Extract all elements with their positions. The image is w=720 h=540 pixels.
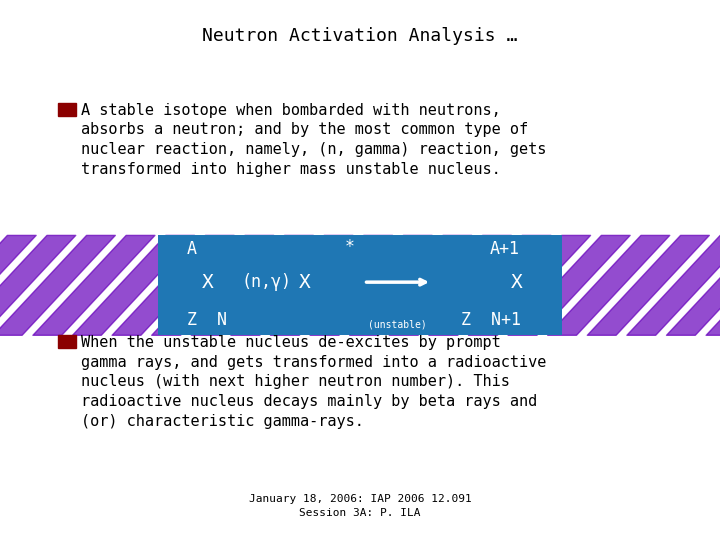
Text: When the unstable nucleus de-excites by prompt
gamma rays, and gets transformed : When the unstable nucleus de-excites by … <box>81 335 546 429</box>
Text: *: * <box>344 238 354 255</box>
FancyBboxPatch shape <box>158 235 562 335</box>
Text: A+1: A+1 <box>490 240 520 258</box>
Text: January 18, 2006: IAP 2006 12.091
Session 3A: P. ILA: January 18, 2006: IAP 2006 12.091 Sessio… <box>248 495 472 518</box>
Text: A stable isotope when bombarded with neutrons,
absorbs a neutron; and by the mos: A stable isotope when bombarded with neu… <box>81 103 546 177</box>
Text: X: X <box>202 273 213 292</box>
Text: Neutron Activation Analysis …: Neutron Activation Analysis … <box>202 27 518 45</box>
Text: Z  N: Z N <box>187 312 228 329</box>
Bar <box>58 103 76 116</box>
Bar <box>158 235 562 335</box>
Text: (n,γ): (n,γ) <box>241 273 291 291</box>
Text: Z  N+1: Z N+1 <box>461 312 521 329</box>
Text: A: A <box>187 240 197 258</box>
Bar <box>58 335 76 348</box>
Text: X: X <box>511 273 523 292</box>
Text: X: X <box>299 273 310 292</box>
Text: (unstable): (unstable) <box>369 319 427 329</box>
